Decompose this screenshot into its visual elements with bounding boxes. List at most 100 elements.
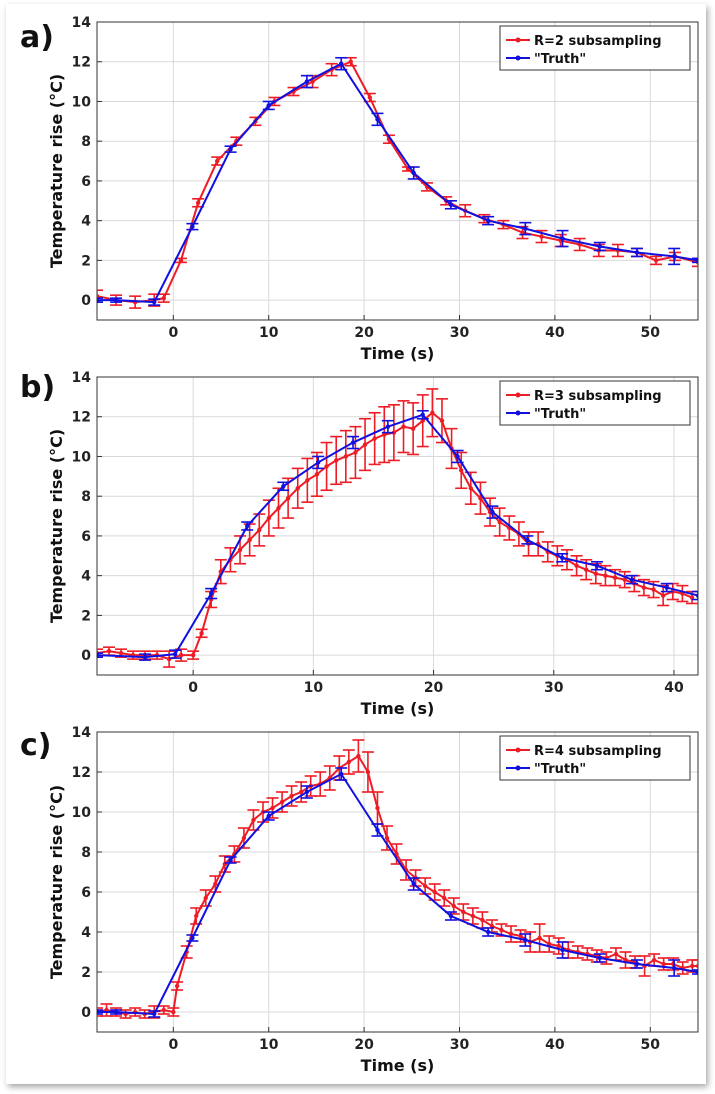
data-point [251, 817, 256, 823]
x-tick-label: 0 [168, 325, 178, 341]
data-point [634, 961, 640, 967]
legend-box [499, 735, 691, 781]
data-point [689, 595, 695, 600]
x-tick-label: 20 [424, 680, 444, 696]
axes-box [96, 376, 699, 676]
data-point [315, 460, 321, 465]
data-point [478, 495, 483, 501]
legend: R=3 subsampling "Truth" [499, 380, 691, 426]
data-point [382, 432, 387, 437]
y-tick-label: 8 [81, 134, 91, 150]
x-axis-label: Time (s) [361, 344, 435, 363]
data-point [613, 951, 619, 957]
data-point [215, 158, 220, 164]
data-point [518, 933, 523, 939]
data-point [695, 593, 698, 598]
series-red [97, 388, 698, 668]
y-tick-label: 2 [81, 253, 91, 269]
data-point [442, 895, 447, 901]
chart-a: 0 10 20 30 40 50 0 2 4 6 8 10 12 14 Time (s) Temperatur… [47, 15, 699, 363]
legend-label: R=4 subsampling [534, 744, 662, 759]
series-blue [97, 767, 698, 1018]
data-point [356, 753, 361, 759]
data-point [375, 805, 380, 811]
data-point [411, 881, 416, 887]
data-point [199, 631, 204, 636]
data-point [391, 430, 397, 435]
data-point [190, 652, 196, 658]
x-tick-label: 50 [641, 1037, 661, 1053]
data-point [247, 537, 252, 543]
legend-label: "Truth" [534, 52, 586, 67]
data-point [305, 478, 310, 483]
y-tick-label: 10 [72, 449, 92, 465]
x-tick-label: 20 [354, 1037, 374, 1053]
data-point [560, 236, 565, 241]
data-point [190, 935, 195, 941]
data-point [385, 424, 391, 429]
panel-a: a) 0 10 20 30 40 50 0 2 4 6 8 10 12 14 Time (s) Tempera… [0, 0, 715, 363]
x-tick-label: 40 [545, 325, 565, 341]
legend-marker [515, 747, 521, 753]
plot-area [97, 377, 698, 675]
y-tick-label: 2 [81, 608, 91, 624]
data-point [324, 464, 329, 469]
data-point [411, 170, 416, 176]
data-point [556, 943, 561, 949]
data-point [97, 652, 100, 658]
y-tick-label: 14 [72, 370, 92, 386]
panel-label: b) [20, 370, 56, 405]
data-point [508, 931, 514, 937]
data-point [276, 505, 281, 511]
data-point [362, 442, 368, 447]
legend-label: R=3 subsampling [534, 389, 662, 404]
data-point [97, 297, 100, 303]
y-tick-label: 4 [81, 214, 91, 230]
x-tick-label: 40 [545, 1037, 565, 1053]
axes-box [96, 21, 699, 321]
panel-c: c) 0 10 20 30 40 50 0 2 4 6 8 10 12 14 Time (s) Tempera… [0, 710, 715, 1075]
data-point [641, 585, 647, 590]
data-point [695, 963, 698, 969]
data-point [195, 200, 201, 205]
x-tick-label: 10 [259, 1037, 279, 1053]
data-point [161, 1007, 166, 1013]
x-tick-label: 20 [354, 325, 374, 341]
legend-label: "Truth" [534, 762, 586, 777]
data-point [651, 587, 656, 592]
data-point [597, 955, 602, 961]
data-point [559, 555, 565, 560]
data-point [152, 299, 157, 305]
data-point [593, 571, 599, 576]
data-point [480, 917, 485, 923]
y-tick-label: 0 [81, 1005, 91, 1021]
data-point [497, 519, 502, 525]
data-point [152, 1011, 157, 1017]
data-point [629, 577, 635, 582]
data-point [97, 1009, 100, 1015]
data-point [597, 244, 602, 249]
data-point [241, 835, 247, 841]
y-tick-label: 6 [81, 885, 91, 901]
data-point [304, 79, 310, 84]
data-point [228, 857, 233, 863]
data-point [420, 418, 425, 423]
data-point [422, 883, 428, 889]
y-tick-label: 6 [81, 174, 91, 190]
data-point [228, 146, 233, 152]
x-tick-label: 30 [450, 1037, 470, 1053]
legend: R=2 subsampling "Truth" [499, 25, 691, 71]
data-point [346, 759, 352, 765]
y-tick-label: 10 [72, 94, 92, 110]
data-point [448, 913, 454, 919]
data-point [289, 793, 294, 799]
data-point [439, 418, 445, 423]
data-point [560, 947, 565, 953]
data-point [375, 117, 380, 122]
data-point [651, 957, 657, 963]
data-point [603, 573, 608, 578]
data-point [634, 250, 640, 255]
data-point [401, 424, 406, 429]
data-point [410, 426, 416, 431]
plot-area [97, 22, 698, 320]
